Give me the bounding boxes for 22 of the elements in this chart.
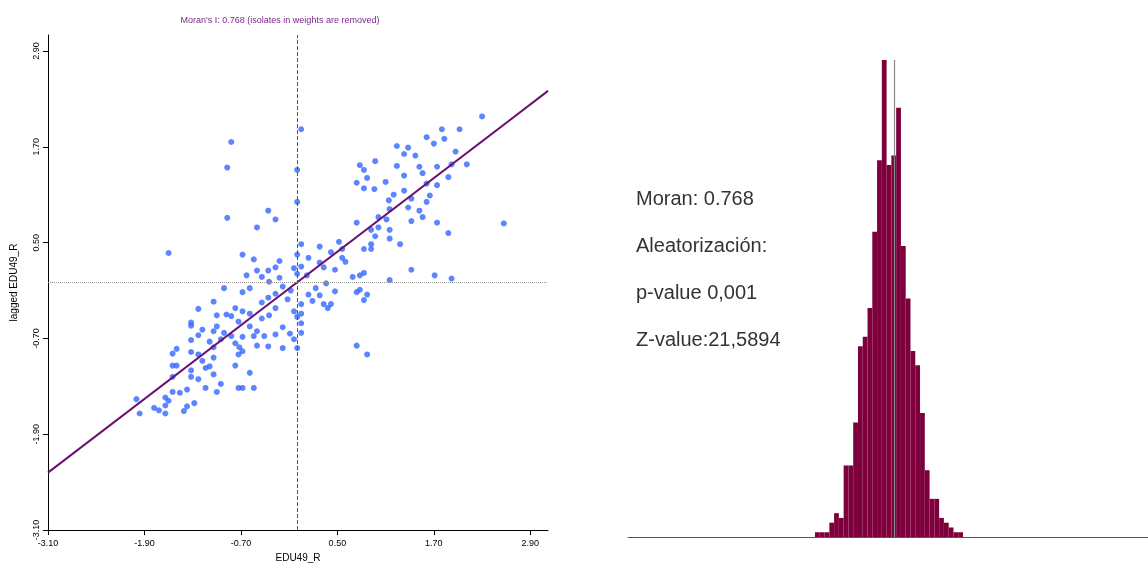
x-tick-label: -3.10 [37,537,59,548]
y-axis-title: lagged EDU49_R [7,243,19,322]
y-tick-label: 1.70 [30,138,41,156]
x-tick-label: -1.90 [134,537,155,548]
x-tick-label: 1.70 [425,537,443,548]
x-tick-label: 2.90 [521,537,540,548]
x-axis-title: EDU49_R [275,551,321,563]
text: Z-value:21,5894 [636,328,781,350]
y-tick-label: -0.70 [30,328,41,349]
y-tick-label: 2.90 [30,42,41,60]
y-tick-label: 0.50 [30,233,41,252]
text: Moran: 0.768 [636,187,754,209]
bar [943,522,949,537]
x-tick-label: 0.50 [328,537,347,548]
text: Aleatorización: [636,234,768,256]
bar [881,60,887,537]
x-tick-label: -0.70 [230,537,252,548]
text: p-value 0,001 [636,281,758,303]
y-tick-label: -1.90 [30,424,41,445]
chart-title: Moran's I: 0.768 (isolates in weights are removed) [180,14,380,25]
bar [819,532,825,537]
bar [934,498,940,537]
